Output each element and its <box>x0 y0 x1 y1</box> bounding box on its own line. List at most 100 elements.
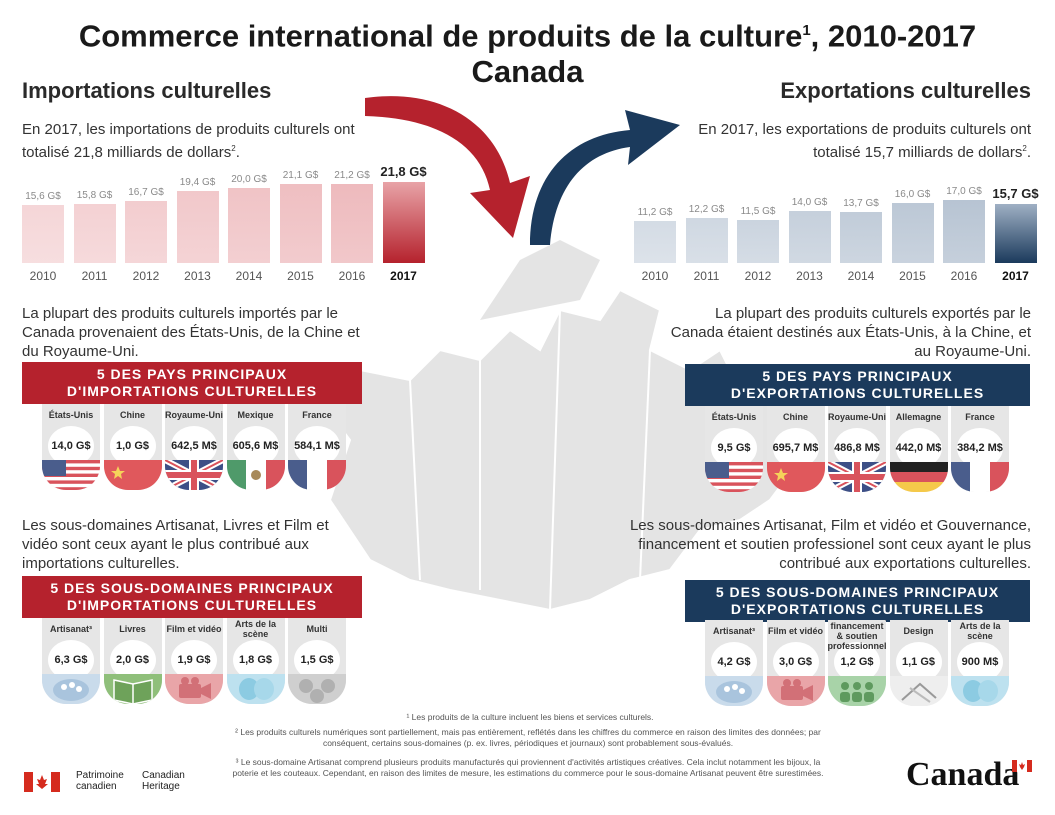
exports-domain-card-name: Arts de la scène <box>959 621 1001 641</box>
exports-value-label: 13,7 G$ <box>843 197 879 209</box>
exports-domain-card-value: 4,2 G$ <box>711 642 757 682</box>
canada-flag-icon <box>24 772 60 792</box>
imports-domains-list: Artisanat³ 6,3 G$ Livres 2,0 G$ Film et vidé… <box>42 618 362 708</box>
exports-domain-card: Film et vidéo 3,0 G$ <box>766 620 825 706</box>
exports-value-label: 12,2 G$ <box>688 203 725 215</box>
exports-domain-card: Design 1,1 G$ <box>889 620 948 706</box>
exports-domains-text: Les sous-domaines Artisanat, Film et vid… <box>629 517 1031 572</box>
exports-country-card-name: Royaume-Uni <box>828 412 886 422</box>
exports-year-label: 2010 <box>641 269 669 283</box>
exports-year-label: 2015 <box>899 269 926 283</box>
imports-value-label: 15,6 G$ <box>25 190 61 202</box>
imports-domain-card-value: 1,5 G$ <box>294 640 340 680</box>
exports-year-label: 2013 <box>796 269 823 283</box>
imports-country-card-name: Mexique <box>237 410 274 420</box>
imports-country-card-value: 605,6 M$ <box>232 426 279 466</box>
imports-bar <box>73 204 116 263</box>
exports-country-card-name: Chine <box>782 412 808 422</box>
exports-country-card-value: 442,0 M$ <box>895 428 942 468</box>
imports-value-label: 15,8 G$ <box>76 190 113 202</box>
book-icon <box>103 674 162 704</box>
exports-domains-list: Artisanat³ 4,2 G$ Film et vidéo 3,0 G$ Gouve… <box>705 620 1025 710</box>
exports-bar-chart: 11,2 G$ 2010 12,2 G$ 2011 11,5 G$ 2012 14,0 G$… <box>630 165 1040 295</box>
imports-value-label: 16,7 G$ <box>128 186 164 198</box>
exports-domain-card-value: 1,2 G$ <box>834 642 880 682</box>
exports-country-card-name: États-Unis <box>711 412 757 422</box>
footnote-3: ³ Le sous-domaine Artisanat comprend plu… <box>232 757 824 778</box>
exports-country-card: Royaume-Uni 486,8 M$ <box>828 406 886 492</box>
us-flag-icon <box>42 460 100 490</box>
imports-domain-card: Film et vidéo 1,9 G$ <box>165 618 223 704</box>
imports-domain-card-value: 6,3 G$ <box>48 640 94 680</box>
imports-countries-list: États-Unis 14,0 G$ Chine 1,0 G$ Royaume-Uni 6… <box>42 404 362 494</box>
exports-countries-list: États-Unis 9,5 G$ Chine 695,7 M$ Royaume-Uni… <box>705 406 1025 496</box>
imports-bar <box>382 181 425 263</box>
imports-year-label: 2012 <box>132 269 160 283</box>
imports-country-card: France 584,1 M$ <box>288 404 346 490</box>
exports-domain-card-value: 900 M$ <box>957 642 1003 682</box>
exports-countries-text: La plupart des produits culturels export… <box>670 305 1031 360</box>
exports-country-card-value: 695,7 M$ <box>772 428 819 468</box>
masks-icon <box>226 674 285 704</box>
imports-country-card-value: 14,0 G$ <box>48 426 94 466</box>
exports-domain-card-name: Film et vidéo <box>767 626 823 636</box>
imports-domain-card-value: 1,8 G$ <box>232 640 279 680</box>
exports-bar <box>943 199 985 263</box>
imports-summary: En 2017, les importations de produits cu… <box>22 121 355 161</box>
exports-bar <box>634 221 676 263</box>
imports-domain-card-name: Multi <box>306 624 328 634</box>
imports-bar <box>176 190 219 263</box>
imports-countries-banner: 5 DES PAYS PRINCIPAUX D'IMPORTATIONS CULT… <box>22 362 362 404</box>
imports-year-label: 2014 <box>235 269 263 283</box>
exports-heading: Exportations culturelles <box>780 78 1031 103</box>
imports-domain-card-name: Livres <box>119 624 146 634</box>
camera-icon <box>766 676 825 706</box>
imports-domain-card-name: Arts de la scène <box>234 619 276 639</box>
exports-domain-card: Arts de la scène 900 M$ <box>951 620 1009 706</box>
exports-country-card-value: 9,5 G$ <box>711 428 757 468</box>
imports-country-card-name: États-Unis <box>48 410 94 420</box>
imports-domains-banner: 5 DES SOUS-DOMAINES PRINCIPAUX D'IMPORTAT… <box>22 576 362 618</box>
imports-domain-card: Multi 1,5 G$ <box>288 618 346 704</box>
imports-year-label: 2015 <box>287 269 314 283</box>
exports-value-label: 14,0 G$ <box>791 196 828 208</box>
masks-icon <box>951 676 1009 706</box>
exports-value-label: 11,5 G$ <box>740 206 776 218</box>
imports-countries-text: La plupart des produits culturels import… <box>22 305 360 360</box>
exports-domain-card: Artisanat³ 4,2 G$ <box>705 620 763 706</box>
imports-bar <box>22 204 64 263</box>
imports-domain-card-value: 1,9 G$ <box>171 640 217 680</box>
exports-bar <box>685 217 728 263</box>
imports-country-card-value: 1,0 G$ <box>109 426 156 466</box>
exports-country-card: États-Unis 9,5 G$ <box>705 406 763 492</box>
design-icon <box>889 676 948 706</box>
us-flag-icon <box>705 462 763 492</box>
exports-bar <box>994 204 1037 263</box>
people-icon <box>828 676 886 706</box>
imports-year-label: 2017 <box>390 269 417 283</box>
exports-year-label: 2017 <box>1002 269 1029 283</box>
imports-bar-chart: 15,6 G$ 2010 15,8 G$ 2011 16,7 G$ 2012 19,4 G$… <box>18 164 428 295</box>
exports-domain-card: Gouvernance, financement & soutien profe… <box>828 620 886 706</box>
footnote-2: ² Les produits culturels numériques sont… <box>235 727 821 748</box>
imports-bar <box>331 183 373 263</box>
imports-domain-card: Arts de la scène 1,8 G$ <box>226 618 285 704</box>
exports-summary: En 2017, les exportations de produits cu… <box>698 121 1031 161</box>
imports-value-label: 21,2 G$ <box>334 169 370 181</box>
imports-bar <box>125 200 167 263</box>
exports-country-card: Allemagne 442,0 M$ <box>889 406 948 492</box>
exports-year-label: 2012 <box>744 269 772 283</box>
imports-year-label: 2010 <box>29 269 57 283</box>
wordmark-flag-icon <box>1012 760 1032 772</box>
exports-country-card-value: 486,8 M$ <box>834 428 880 468</box>
exports-country-card-name: France <box>965 412 995 422</box>
exports-year-label: 2014 <box>847 269 875 283</box>
exports-countries-banner: 5 DES PAYS PRINCIPAUX D'EXPORTATIONS CULT… <box>685 364 1030 406</box>
exports-value-label: 15,7 G$ <box>992 186 1039 202</box>
imports-domain-card-value: 2,0 G$ <box>109 640 156 680</box>
canadian-heritage-logo: Patrimoine canadien Canadian Heritage <box>24 770 194 796</box>
imports-country-card-name: Royaume-Uni <box>165 410 223 420</box>
imports-country-card-name: Chine <box>119 410 145 420</box>
exports-domain-card-name: Artisanat³ <box>712 626 755 636</box>
exports-domain-card-value: 1,1 G$ <box>895 642 942 682</box>
